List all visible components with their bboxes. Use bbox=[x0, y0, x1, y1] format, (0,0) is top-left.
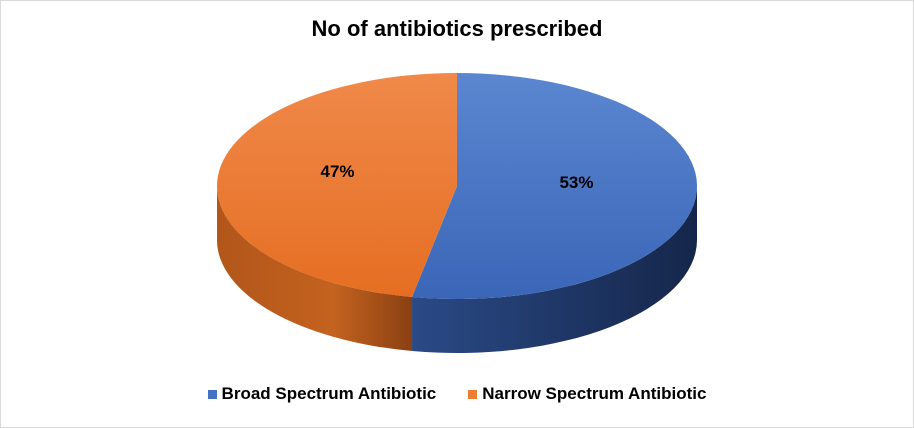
legend-label-broad: Broad Spectrum Antibiotic bbox=[221, 384, 437, 403]
pie-labels: 53% 47% bbox=[321, 162, 594, 192]
pie-side-broad bbox=[412, 186, 697, 354]
legend-item-broad: Broad Spectrum Antibiotic bbox=[207, 384, 437, 404]
data-label-broad: 53% bbox=[559, 173, 593, 192]
legend-label-narrow: Narrow Spectrum Antibiotic bbox=[482, 384, 707, 403]
pie-tops bbox=[216, 73, 697, 299]
chart-title: No of antibiotics prescribed bbox=[311, 16, 603, 41]
data-label-narrow: 47% bbox=[321, 162, 355, 181]
pie-slice-broad bbox=[412, 73, 697, 299]
legend-item-narrow: Narrow Spectrum Antibiotic bbox=[468, 384, 706, 404]
pie-side-narrow bbox=[217, 186, 413, 351]
legend-swatch-broad bbox=[207, 389, 217, 399]
legend: Broad Spectrum Antibiotic Narrow Spectru… bbox=[0, 384, 914, 404]
pie-sides bbox=[217, 186, 697, 354]
legend-swatch-narrow bbox=[468, 389, 478, 399]
pie-slice-narrow bbox=[216, 73, 457, 297]
